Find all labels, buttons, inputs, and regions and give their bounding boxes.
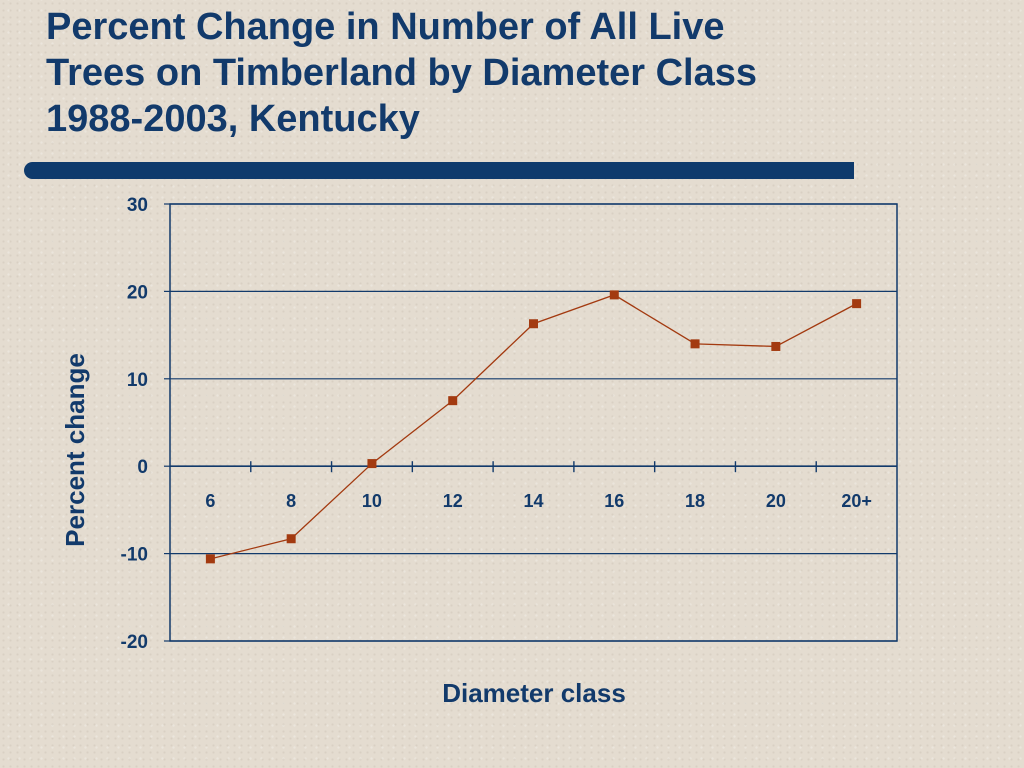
x-tick-label: 6 — [205, 491, 215, 511]
y-tick-label: -20 — [121, 632, 148, 653]
y-axis-title: Percent change — [60, 353, 90, 547]
y-tick-label: 0 — [137, 457, 148, 478]
title-line-1: Percent Change in Number of All Live — [46, 6, 725, 48]
y-tick-label: 10 — [127, 370, 148, 391]
y-tick-label: 20 — [127, 282, 148, 303]
plot-area-border — [169, 203, 898, 642]
x-tick-label: 12 — [443, 491, 463, 511]
data-point-marker — [367, 459, 377, 469]
series-line — [210, 294, 857, 560]
data-point-marker — [286, 534, 296, 544]
title-underline-bar — [24, 162, 854, 179]
x-tick-label: 16 — [604, 491, 624, 511]
x-tick-label: 8 — [286, 491, 296, 511]
data-point-marker — [529, 319, 538, 329]
data-point-marker — [852, 299, 862, 309]
data-point-marker — [448, 396, 458, 406]
x-tick-label: 10 — [362, 491, 382, 511]
x-tick-label: 20+ — [841, 491, 872, 511]
x-axis-title: Diameter class — [442, 678, 626, 708]
x-tick-label: 14 — [523, 491, 543, 511]
y-tick-label: 30 — [127, 195, 148, 216]
data-point-marker — [609, 290, 619, 300]
title-line-2: Trees on Timberland by Diameter Class — [46, 52, 758, 94]
x-tick-label: 20 — [766, 491, 786, 511]
data-point-marker — [690, 339, 700, 349]
title-line-3: 1988-2003, Kentucky — [46, 98, 420, 140]
y-tick-label: -10 — [121, 545, 148, 566]
data-point-marker — [771, 341, 781, 351]
data-point-marker — [205, 554, 215, 564]
x-tick-label: 18 — [685, 491, 705, 511]
slide-title: Percent Change in Number of All Live Tre… — [46, 4, 946, 142]
